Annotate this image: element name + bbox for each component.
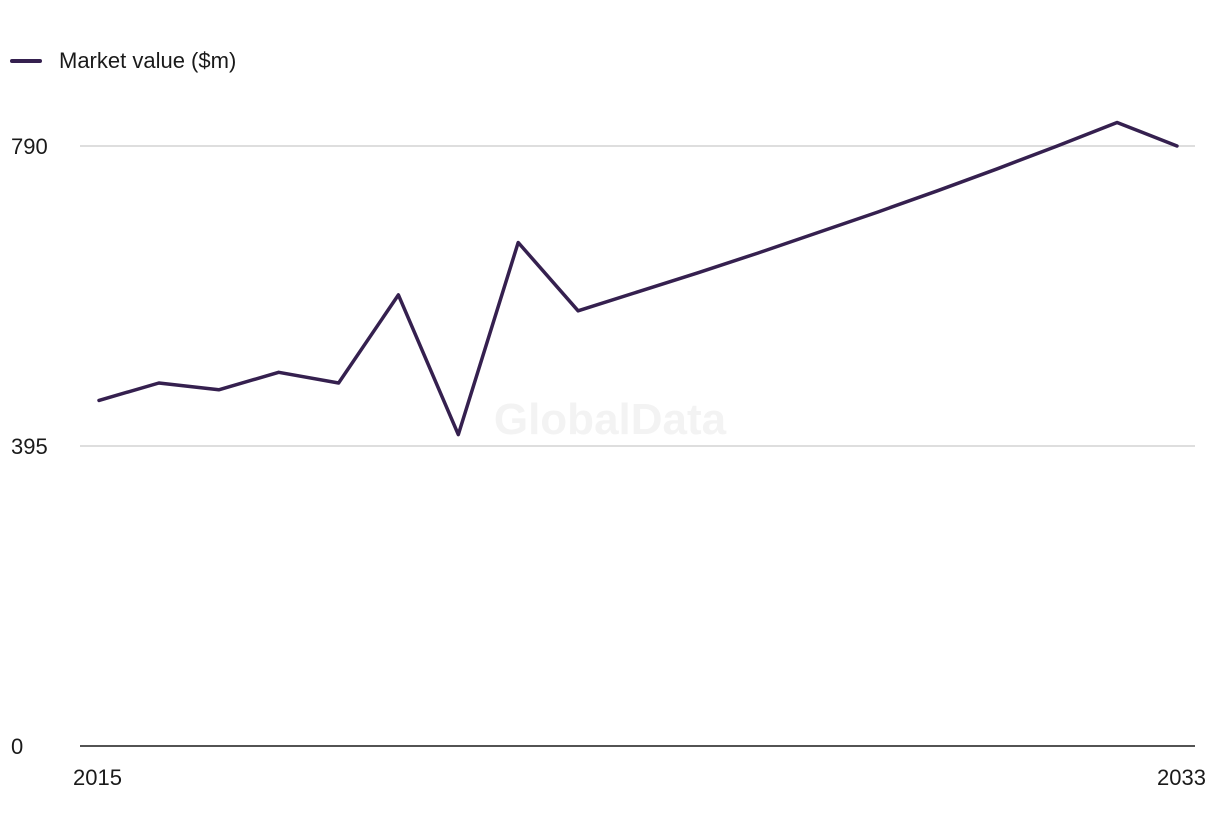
x-tick-labels: 2015 2033 [73,765,1206,790]
y-tick-label-790: 790 [11,134,48,159]
gridlines [80,145,1195,447]
x-tick-label-2033: 2033 [1157,765,1206,790]
y-tick-labels: 790 395 0 [11,134,48,759]
y-tick-label-0: 0 [11,734,23,759]
legend: Market value ($m) [10,46,236,76]
legend-swatch [10,59,42,63]
legend-label: Market value ($m) [59,48,237,73]
y-tick-label-395: 395 [11,434,48,459]
x-tick-label-2015: 2015 [73,765,122,790]
series-line-0 [97,120,1179,437]
series-layer [97,120,1179,437]
watermark: GlobalData [494,395,727,444]
